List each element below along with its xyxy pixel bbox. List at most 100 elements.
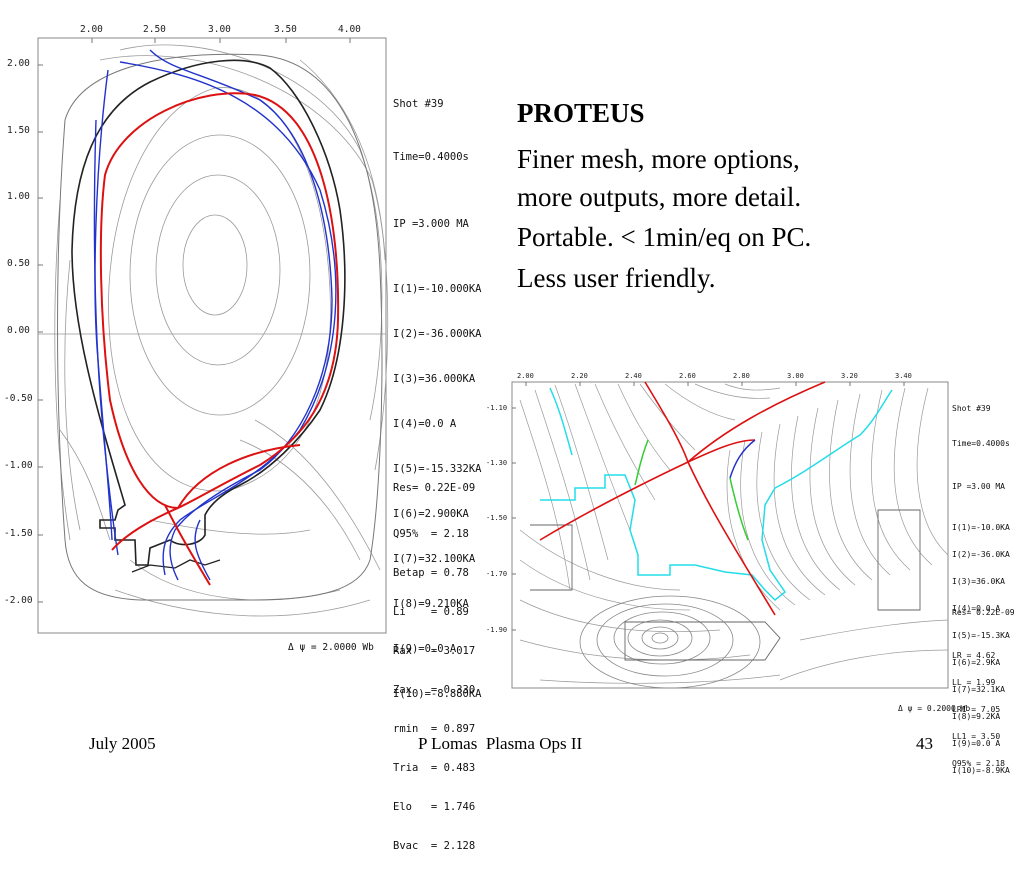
info-line: Elo = 1.746 — [393, 801, 476, 813]
cyan-outer-wall — [774, 389, 893, 489]
bullet-line: Portable. < 1min/eq on PC. — [517, 222, 812, 252]
info-line: Shot #39 — [393, 98, 444, 110]
info-line: LR1 = 7.05 — [952, 705, 1001, 714]
zoom-x-tick: 2.60 — [679, 372, 696, 380]
footer-center: P Lomas Plasma Ops II — [418, 734, 583, 753]
slide-title: PROTEUS — [517, 98, 645, 128]
green-flux-line — [634, 439, 649, 486]
info-line: Q95% = 2.18 — [952, 759, 1005, 768]
zoom-y-tick: -1.70 — [486, 570, 508, 578]
main-plot-canvas — [37, 37, 389, 634]
vessel-wall — [57, 53, 383, 601]
limiter-contour — [71, 59, 346, 566]
info-line: I(8)=9.210KA — [393, 598, 469, 610]
main-x-tick: 3.50 — [274, 24, 297, 35]
zoom-separatrix-b — [687, 381, 826, 463]
main-y-tick: -2.00 — [4, 595, 33, 606]
info-line: Zax = 0.330 — [393, 684, 476, 696]
separatrix-leg-outer — [111, 507, 179, 551]
zoom-x-tick: 3.00 — [787, 372, 804, 380]
divertor-dome — [131, 559, 221, 573]
info-line: Time=0.4000s — [952, 439, 1010, 448]
main-y-tick: 2.00 — [7, 58, 30, 69]
zoom-separatrix-c — [644, 381, 776, 616]
zoom-x-tick: 3.40 — [895, 372, 912, 380]
main-y-tick: -1.00 — [4, 460, 33, 471]
info-line: IP =3.00 MA — [952, 482, 1005, 491]
zoom-x-tick: 3.20 — [841, 372, 858, 380]
info-line: Tria = 0.483 — [393, 762, 476, 774]
bullet-line: more outputs, more detail. — [517, 182, 802, 212]
main-info-bottom: Res= 0.22E-09 Q95% = 2.18 Betap = 0.78 L… — [393, 458, 475, 876]
info-line: I(10)=-8.880KA — [393, 688, 482, 700]
divertor-structures — [530, 509, 921, 661]
main-info-top: Shot #39 Time=0.4000s IP =3.000 MA I(1)=… — [393, 72, 482, 727]
info-line: I(9)=0.0 A — [393, 643, 457, 655]
main-x-tick: 2.50 — [143, 24, 166, 35]
footer-date: July 2005 — [89, 734, 156, 753]
zoom-delta-psi: Δ ψ = 0.2000 Wb — [898, 704, 971, 713]
info-line: Res= 0.22E-09 — [393, 482, 476, 494]
zoom-xpoint-plot: 2.00 2.20 2.40 2.60 2.80 3.00 3.20 3.40 … — [480, 360, 1024, 775]
info-line: I(4)=0.0 A — [952, 604, 1001, 613]
info-line: I(4)=0.0 A — [393, 418, 457, 430]
zoom-y-tick: -1.10 — [486, 404, 508, 412]
separatrix-leg-down — [164, 504, 211, 586]
cyan-inner-wall — [549, 387, 573, 456]
info-line: Bvac = 2.128 — [393, 840, 476, 852]
closed-flux-surfaces — [108, 87, 331, 492]
footer-page-number: 43 — [916, 734, 933, 753]
bullet-line: Less user friendly. — [517, 263, 716, 293]
bullet-line: Finer mesh, more options, — [517, 144, 800, 174]
separatrix-leg-inner — [177, 444, 301, 509]
zoom-y-tick: -1.90 — [486, 626, 508, 634]
zoom-x-tick: 2.20 — [571, 372, 588, 380]
main-y-tick: 0.00 — [7, 325, 30, 336]
main-y-tick: 1.50 — [7, 125, 30, 136]
main-plot-frame — [37, 37, 387, 634]
blue-flux-line — [729, 439, 756, 479]
info-line: Q95% = 2.18 — [393, 528, 469, 540]
private-flux-ellipses — [579, 595, 761, 689]
zoom-x-tick: 2.80 — [733, 372, 750, 380]
info-line: I(7)=32.1KA — [952, 685, 1005, 694]
info-line: LL1 = 3.50 — [952, 732, 1001, 741]
info-line: I(3)=36.000KA — [393, 373, 476, 385]
info-line: I(2)=-36.0KA — [952, 550, 1010, 559]
green-flux-line-2 — [729, 477, 749, 541]
info-line: Betap = 0.78 — [393, 567, 469, 579]
info-line: Time=0.4000s — [393, 151, 469, 163]
zoom-separatrix-a — [539, 439, 756, 541]
main-x-tick: 3.00 — [208, 24, 231, 35]
info-line: I(6)=2.9KA — [952, 658, 1001, 667]
info-line: LL = 1.99 — [952, 678, 996, 687]
main-y-tick: 1.00 — [7, 191, 30, 202]
main-equilibrium-plot: 2.00 2.50 3.00 3.50 4.00 2.00 1.50 1.00 … — [0, 0, 500, 852]
zoom-plot-ticks — [512, 382, 905, 631]
info-line: I(1)=-10.000KA — [393, 283, 482, 295]
main-plot-ticks — [38, 38, 351, 603]
main-x-tick: 4.00 — [338, 24, 361, 35]
info-line: Li = 0.89 — [393, 606, 469, 618]
info-line: IP =3.000 MA — [393, 218, 469, 230]
info-line: rmin = 0.897 — [393, 723, 476, 735]
info-line: I(8)=9.2KA — [952, 712, 1001, 721]
zoom-y-tick: -1.50 — [486, 514, 508, 522]
zoom-plot-frame — [511, 381, 949, 689]
info-line: I(1)=-10.0KA — [952, 523, 1010, 532]
info-line: Res= 0.22E-09 — [952, 608, 1015, 617]
info-line: I(5)=-15.3KA — [952, 631, 1010, 640]
zoom-y-tick: -1.30 — [486, 459, 508, 467]
info-line: I(7)=32.100KA — [393, 553, 476, 565]
zoom-info-bottom: Res= 0.22E-09 LR = 4.62 LL = 1.99 LR1 = … — [952, 590, 1015, 786]
info-line: Rax = 3.017 — [393, 645, 476, 657]
zoom-x-tick: 2.00 — [517, 372, 534, 380]
info-line: I(6)=2.900KA — [393, 508, 469, 520]
info-line: Shot #39 — [952, 404, 991, 413]
separatrix — [99, 92, 340, 510]
main-y-tick: -1.50 — [4, 528, 33, 539]
info-line: I(3)=36.0KA — [952, 577, 1005, 586]
main-y-tick: 0.50 — [7, 258, 30, 269]
main-y-tick: -0.50 — [4, 393, 33, 404]
main-delta-psi: Δ ψ = 2.0000 Wb — [288, 642, 374, 653]
